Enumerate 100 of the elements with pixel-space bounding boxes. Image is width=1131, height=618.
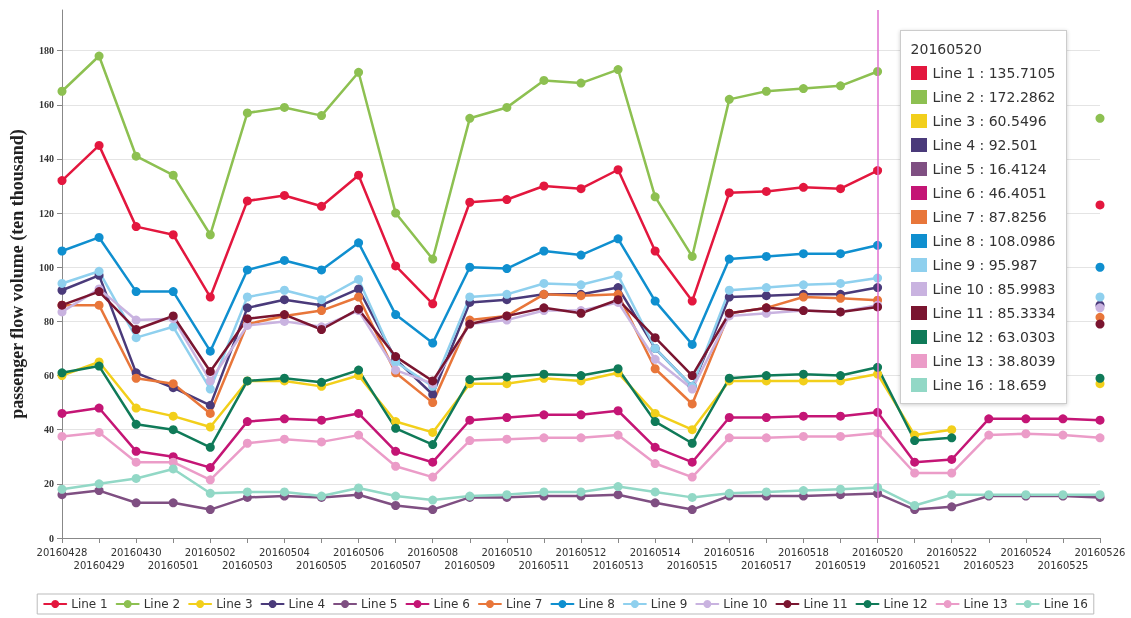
point <box>613 65 623 75</box>
point <box>391 261 401 271</box>
legend-label: Line 6 <box>433 597 470 611</box>
point <box>798 182 808 192</box>
point <box>317 437 326 447</box>
point <box>687 399 697 409</box>
legend-label: Line 9 <box>650 597 688 611</box>
point <box>94 427 104 437</box>
annotation: Line 5 : 16.4124 <box>932 161 1047 177</box>
point <box>205 463 215 473</box>
y-tick-label: 40 <box>44 424 54 436</box>
point <box>984 430 994 440</box>
point <box>761 186 771 196</box>
point <box>947 425 957 435</box>
annotation: Line 11 : 85.3334 <box>932 305 1056 321</box>
point <box>798 84 808 94</box>
legend-label: Line 16 <box>1043 597 1088 611</box>
point <box>836 81 845 91</box>
point <box>687 505 697 515</box>
point <box>761 86 771 96</box>
legend-label: Line 13 <box>963 597 1008 611</box>
point <box>1058 430 1068 440</box>
point <box>205 400 215 410</box>
point <box>168 322 178 332</box>
point <box>205 384 215 394</box>
point <box>205 230 215 240</box>
point <box>613 234 623 244</box>
y-tick-label: 60 <box>44 370 54 382</box>
point <box>131 222 141 232</box>
point <box>57 431 67 441</box>
point <box>502 434 512 444</box>
point <box>836 293 845 303</box>
point <box>242 108 252 118</box>
point <box>650 296 660 306</box>
point <box>947 490 957 500</box>
point <box>465 197 475 207</box>
point <box>613 165 623 175</box>
point <box>798 249 808 259</box>
x-tick-label: 20160512 <box>555 547 607 558</box>
y-tick-label: 160 <box>39 99 54 111</box>
point <box>131 419 141 429</box>
point <box>910 436 920 446</box>
point <box>354 67 364 77</box>
x-tick-label: 20160428 <box>36 547 88 558</box>
x-tick-label: 20160515 <box>666 560 718 571</box>
point <box>502 102 512 112</box>
point <box>279 285 289 295</box>
point <box>205 346 215 356</box>
y-tick-label: 0 <box>49 532 54 544</box>
ref-line-label: 20160520 <box>910 40 983 59</box>
point <box>947 468 957 478</box>
annotation: Line 1 : 135.7105 <box>932 65 1056 81</box>
point <box>798 369 808 379</box>
point <box>428 457 438 467</box>
legend-label: Line 3 <box>216 597 253 611</box>
legend-label: Line 1 <box>71 597 108 611</box>
point <box>57 278 67 288</box>
point <box>317 265 326 275</box>
point <box>168 230 178 240</box>
x-tick-label: 20160506 <box>333 547 385 558</box>
point <box>428 338 438 348</box>
point <box>242 303 252 313</box>
point <box>1095 373 1105 383</box>
legend-label: Line 11 <box>803 597 848 611</box>
point <box>354 274 364 284</box>
point <box>94 300 104 310</box>
y-axis-title: passenger flow volume (ten thousand) <box>7 129 28 419</box>
point <box>131 498 141 508</box>
point <box>391 491 401 501</box>
annotation: Line 8 : 108.0986 <box>932 233 1056 249</box>
point <box>465 436 475 446</box>
x-tick-label: 20160517 <box>740 560 792 571</box>
point <box>391 501 401 511</box>
point <box>391 208 401 218</box>
point <box>539 433 549 443</box>
point <box>317 201 326 211</box>
point <box>279 434 289 444</box>
point <box>1095 292 1105 302</box>
point <box>131 325 141 335</box>
point <box>576 78 586 88</box>
x-tick-label: 20160526 <box>1074 547 1126 558</box>
point <box>687 251 697 261</box>
point <box>94 232 104 242</box>
point <box>947 502 957 512</box>
annotation: Line 16 : 18.659 <box>932 377 1047 393</box>
point <box>428 440 438 450</box>
point <box>650 498 660 508</box>
point <box>613 364 623 374</box>
x-tick-label: 20160522 <box>926 547 978 558</box>
x-tick-label: 20160511 <box>518 560 570 571</box>
y-tick-label: 100 <box>39 261 54 273</box>
point <box>168 425 178 435</box>
x-tick-label: 20160429 <box>73 560 125 571</box>
point <box>94 403 104 413</box>
point <box>279 295 289 305</box>
point <box>613 430 623 440</box>
point <box>910 468 920 478</box>
point <box>836 411 845 421</box>
legend-label: Line 8 <box>578 597 615 611</box>
x-tick-label: 20160520 <box>852 547 904 558</box>
